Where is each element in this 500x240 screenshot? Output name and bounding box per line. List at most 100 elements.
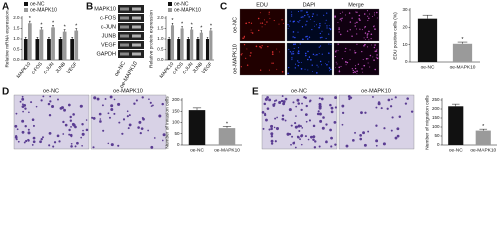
cell xyxy=(281,117,285,121)
cell xyxy=(316,64,318,66)
cell xyxy=(363,143,367,147)
cell xyxy=(335,61,337,63)
cell xyxy=(150,145,154,149)
cell xyxy=(274,140,277,143)
cell xyxy=(325,37,327,40)
cell xyxy=(322,116,325,119)
cell xyxy=(128,123,132,127)
blot-band xyxy=(120,7,129,11)
micrograph xyxy=(333,42,380,76)
significance: * xyxy=(171,18,174,24)
cell xyxy=(321,36,323,39)
cell xyxy=(300,62,302,63)
cell xyxy=(364,26,367,28)
cell xyxy=(406,97,409,100)
cell xyxy=(53,141,57,144)
panel-letter: D xyxy=(2,87,9,98)
cell xyxy=(260,46,262,49)
cell xyxy=(42,95,45,98)
panel-letter: E xyxy=(252,87,259,98)
cell xyxy=(22,110,24,113)
cell xyxy=(147,129,150,132)
cell xyxy=(326,12,328,14)
cell xyxy=(375,144,378,147)
cell xyxy=(375,50,378,52)
cell xyxy=(308,56,311,58)
cell xyxy=(307,14,309,16)
cell xyxy=(323,14,325,16)
cell xyxy=(62,120,65,124)
cell xyxy=(250,52,252,54)
cell xyxy=(264,19,266,21)
cell xyxy=(312,70,313,72)
cell xyxy=(338,27,340,29)
bar xyxy=(47,39,51,60)
cell xyxy=(278,100,282,104)
legend-swatch xyxy=(24,8,28,12)
cell xyxy=(334,106,337,109)
cell xyxy=(355,51,357,53)
cell xyxy=(297,47,300,49)
cell xyxy=(294,146,297,149)
cell xyxy=(291,11,293,13)
bar xyxy=(23,39,28,60)
cell xyxy=(293,20,295,23)
cell xyxy=(319,23,321,25)
cell xyxy=(330,68,332,71)
cell xyxy=(92,146,95,149)
blot-band xyxy=(132,34,141,38)
image-column-label: oe-MAPK10 xyxy=(361,88,391,94)
cell xyxy=(340,18,342,20)
y-tick-label: 20 xyxy=(402,25,408,30)
y-tick-label: 250 xyxy=(432,97,440,102)
bar xyxy=(196,39,200,60)
cell xyxy=(80,105,83,108)
cell xyxy=(69,119,73,122)
cell xyxy=(374,50,377,53)
cell xyxy=(56,98,59,101)
cell xyxy=(80,136,82,139)
cell xyxy=(339,13,341,15)
y-tick-label: 200 xyxy=(172,97,180,102)
cell xyxy=(287,24,289,26)
cell xyxy=(255,45,258,48)
cell xyxy=(387,98,391,102)
micrograph xyxy=(286,8,333,42)
cell xyxy=(291,59,293,61)
cell xyxy=(377,102,381,106)
cell xyxy=(304,14,306,17)
cell xyxy=(306,20,308,22)
bar xyxy=(58,39,63,60)
cell xyxy=(329,128,332,132)
cell xyxy=(352,69,354,72)
cell xyxy=(338,66,341,69)
significance: * xyxy=(200,26,203,32)
cell xyxy=(368,17,370,20)
cell xyxy=(275,126,280,131)
cell xyxy=(314,140,317,143)
cell xyxy=(348,97,351,101)
figure: A B C D E MAPK10c-FOSc-JUNJUNBVEGFGAPDHo… xyxy=(2,1,497,153)
cell xyxy=(305,120,308,123)
cell xyxy=(263,102,267,106)
cell xyxy=(291,58,293,60)
cell xyxy=(297,60,299,62)
cell xyxy=(319,25,321,27)
cell xyxy=(128,114,131,117)
cell xyxy=(297,31,299,33)
blot-band-bg xyxy=(118,41,144,49)
cell xyxy=(300,10,302,12)
y-axis-label: Relative mRNA expression xyxy=(4,10,10,67)
cell xyxy=(108,116,111,119)
cell xyxy=(25,139,28,143)
cell xyxy=(311,64,313,66)
micrograph xyxy=(239,42,286,76)
cell xyxy=(279,51,280,53)
cell xyxy=(126,110,129,113)
cell xyxy=(284,119,287,122)
cell xyxy=(294,43,296,45)
cell xyxy=(299,43,301,45)
image-column-label: EDU xyxy=(256,2,268,8)
cell xyxy=(334,55,336,58)
cell xyxy=(241,53,243,55)
